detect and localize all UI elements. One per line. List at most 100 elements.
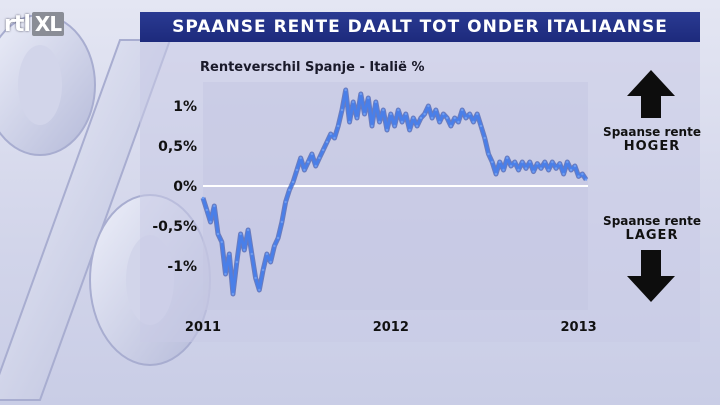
data-point — [569, 168, 573, 172]
data-point — [367, 96, 370, 100]
data-point — [273, 244, 276, 248]
data-point — [472, 120, 475, 124]
data-point — [374, 100, 377, 104]
data-point — [295, 168, 299, 172]
y-tick-label: -0,5% — [152, 219, 197, 235]
data-points — [201, 88, 588, 296]
data-point — [547, 168, 550, 172]
data-point — [288, 188, 291, 192]
data-point — [299, 156, 302, 160]
data-point — [261, 268, 265, 272]
data-point — [573, 164, 577, 168]
data-point — [307, 160, 310, 164]
data-point — [524, 167, 528, 170]
lower-annotation: Spaanse rente LAGER — [597, 214, 707, 243]
data-point — [453, 116, 456, 120]
data-point — [487, 152, 490, 156]
data-point — [494, 172, 498, 176]
data-point — [476, 112, 479, 116]
data-point — [205, 208, 208, 212]
data-point — [442, 112, 445, 116]
data-point — [502, 168, 505, 172]
data-point — [370, 124, 374, 128]
data-point — [318, 156, 321, 160]
data-point — [322, 148, 325, 152]
data-point — [408, 128, 411, 132]
x-tick-label: 2011 — [185, 320, 221, 335]
data-point — [419, 116, 423, 120]
higher-annotation: Spaanse rente HOGER — [597, 125, 707, 154]
data-point — [532, 170, 535, 173]
data-point — [543, 160, 546, 164]
data-point — [558, 162, 561, 165]
x-axis-ticks: 2011 2012 2013 — [185, 320, 597, 335]
data-point — [536, 162, 539, 165]
higher-annotation-line1: Spaanse rente — [603, 125, 701, 139]
data-point — [430, 116, 434, 120]
data-point — [355, 116, 359, 120]
data-point — [310, 152, 314, 156]
data-point — [464, 116, 468, 120]
data-point — [498, 160, 501, 164]
data-point — [337, 124, 340, 128]
data-point — [303, 168, 306, 172]
data-point — [566, 160, 569, 164]
data-point — [314, 164, 317, 168]
data-point — [280, 220, 284, 224]
lower-annotation-line1: Spaanse rente — [603, 214, 701, 228]
data-point — [258, 288, 261, 292]
data-point — [457, 120, 460, 124]
higher-annotation-line2: HOGER — [623, 139, 681, 154]
data-point — [445, 116, 449, 120]
data-point — [577, 175, 580, 178]
data-point — [468, 112, 471, 116]
y-tick-label: -1% — [167, 259, 197, 275]
data-point — [235, 260, 238, 264]
data-point — [581, 172, 584, 176]
title-bar: SPAANSE RENTE DAALT TOT ONDER ITALIAANSE — [140, 12, 700, 42]
data-point — [269, 260, 272, 264]
data-point — [517, 168, 520, 172]
y-tick-label: 0,5% — [158, 139, 197, 155]
y-axis-ticks: 1% 0,5% 0% -0,5% -1% — [152, 99, 197, 275]
data-point — [461, 108, 464, 112]
data-point — [434, 108, 438, 112]
data-point — [539, 167, 543, 170]
data-point — [265, 252, 269, 256]
page-title: SPAANSE RENTE DAALT TOT ONDER ITALIAANSE — [172, 17, 668, 37]
chart-title: Renteverschil Spanje - Italië % — [200, 60, 425, 75]
data-point — [385, 128, 389, 132]
data-point — [427, 104, 430, 108]
data-point — [246, 228, 250, 232]
data-point — [423, 112, 426, 116]
data-point — [224, 272, 227, 276]
data-point — [554, 167, 558, 170]
data-point — [231, 292, 235, 296]
data-point — [404, 112, 407, 116]
x-tick-label: 2013 — [561, 320, 597, 335]
data-point — [528, 160, 531, 164]
data-point — [491, 160, 494, 164]
data-point — [506, 156, 509, 160]
data-point — [284, 200, 287, 204]
data-point — [359, 92, 362, 96]
data-point — [393, 124, 396, 128]
arrow-up-icon — [627, 70, 675, 118]
data-point — [562, 172, 565, 176]
data-point — [216, 232, 220, 236]
data-point — [521, 160, 524, 164]
y-tick-label: 1% — [173, 99, 197, 115]
data-point — [325, 140, 329, 144]
data-point — [333, 136, 336, 140]
data-point — [389, 112, 392, 116]
data-point — [340, 108, 344, 112]
data-point — [449, 124, 453, 128]
data-point — [201, 196, 205, 200]
data-point — [479, 124, 483, 128]
data-point — [228, 252, 231, 256]
data-point — [513, 160, 516, 164]
data-point — [213, 204, 216, 208]
data-point — [397, 108, 400, 112]
y-tick-label: 0% — [173, 179, 197, 195]
data-point — [250, 252, 253, 256]
